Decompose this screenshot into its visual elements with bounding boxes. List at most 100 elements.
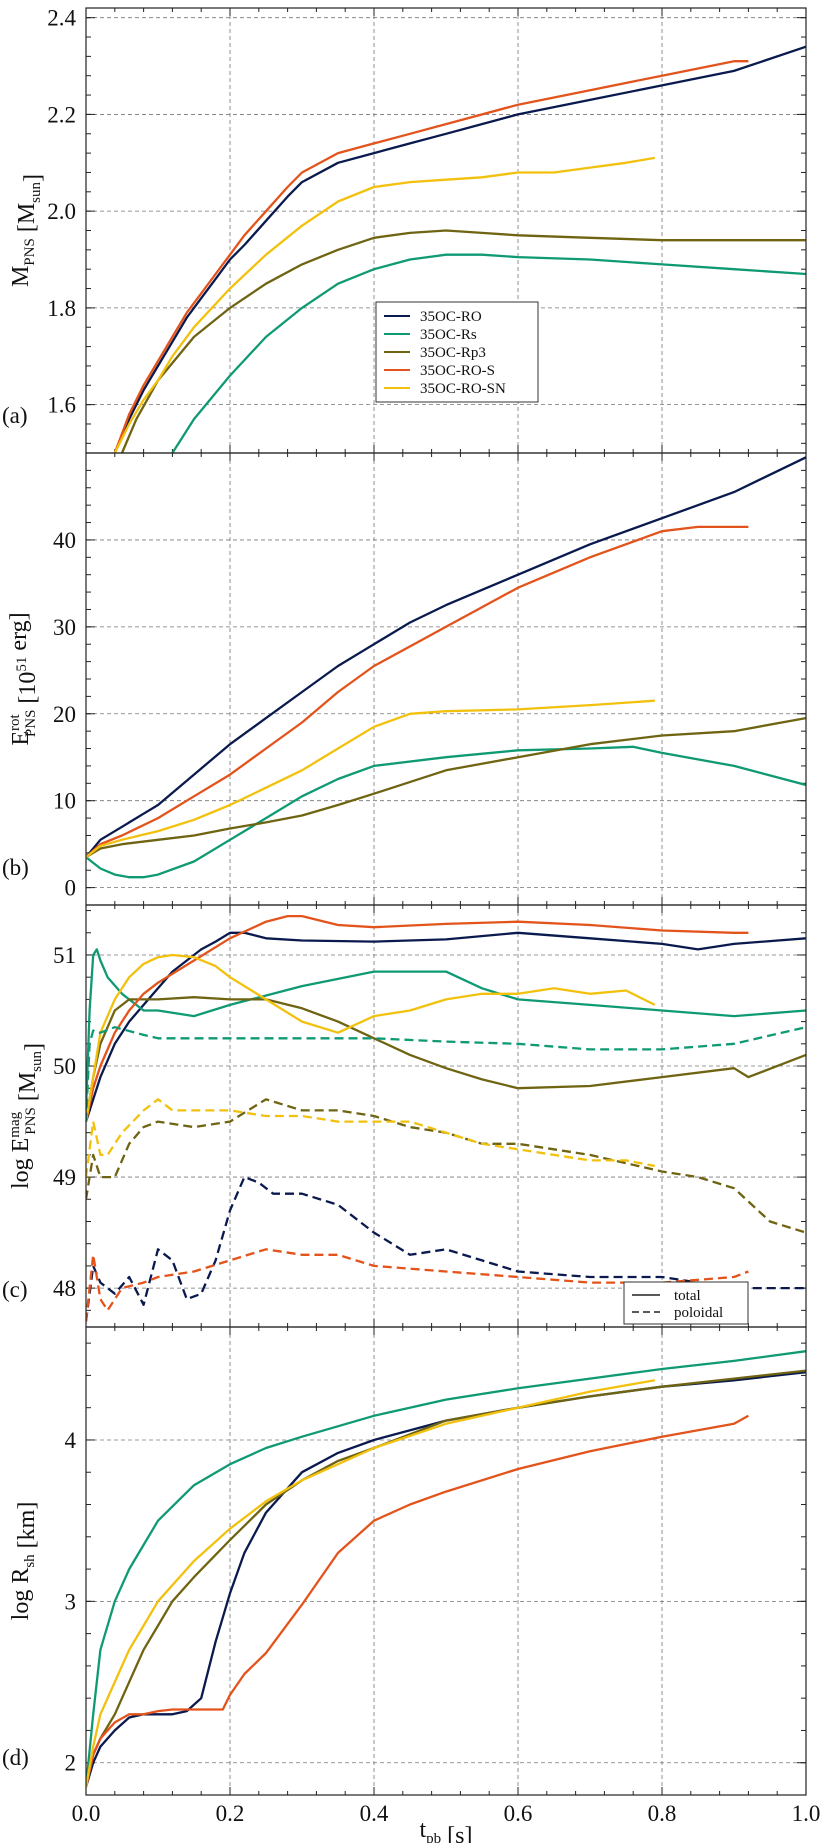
plot-frame bbox=[85, 904, 807, 1328]
series-line-35oc-ro-sn bbox=[113, 156, 655, 453]
series-line-35oc-rp3-poloidal bbox=[86, 1098, 806, 1234]
panel-label: (d) bbox=[2, 1745, 29, 1770]
y-axis-label-main: log R bbox=[8, 1568, 34, 1621]
y-axis-label-sub: PNS bbox=[23, 1107, 39, 1135]
panel-a: 1.61.82.02.22.4(a)MPNS [Msun]35OC-RO35OC… bbox=[2, 6, 807, 454]
legend-box bbox=[623, 1281, 749, 1325]
y-axis-label-sub: sh bbox=[22, 1554, 38, 1568]
x-tick-label: 1.0 bbox=[792, 1801, 821, 1826]
y-axis-label-unit-close: erg] bbox=[6, 612, 32, 656]
x-axis-label-sub: pb bbox=[426, 1831, 441, 1843]
panel-label: (a) bbox=[2, 403, 28, 428]
series-line-35oc-rs bbox=[86, 745, 806, 879]
legend-label: 35OC-Rs bbox=[420, 327, 477, 343]
legend-label: poloidal bbox=[674, 1305, 723, 1321]
legend: 35OC-RO 35OC-Rs 35OC-Rp3 35OC-RO-S 35OC-RO-S… bbox=[375, 301, 539, 403]
y-tick-label: 0 bbox=[65, 876, 77, 901]
y-axis-label-sup: mag bbox=[7, 1111, 23, 1137]
series-line-35oc-ro bbox=[86, 456, 806, 858]
plot-frame bbox=[85, 452, 807, 906]
series-line-35oc-ro-s bbox=[113, 60, 749, 453]
panel-b: 0 10 20 30 40 (b) ErotPNS [1051 erg] bbox=[2, 452, 807, 906]
y-tick-label: 4 bbox=[65, 1428, 77, 1453]
y-tick-label: 2.0 bbox=[47, 199, 76, 224]
y-axis-label: MPNS [Msun] bbox=[8, 174, 46, 287]
series-line-35oc-rs bbox=[86, 1350, 806, 1788]
series-line-35oc-rp3 bbox=[86, 716, 806, 859]
y-axis-label: log Rsh [km] bbox=[8, 1502, 40, 1621]
y-tick-label: 2 bbox=[65, 1751, 77, 1776]
y-axis-label: log EmagPNS [Msun] bbox=[7, 1043, 47, 1189]
legend-label: total bbox=[674, 1288, 701, 1304]
y-axis-label-unit-open: [M bbox=[14, 203, 40, 238]
series-group bbox=[86, 1350, 806, 1788]
plot-frame bbox=[85, 1326, 807, 1796]
x-axis-label: tpb [s] bbox=[420, 1817, 473, 1843]
y-tick-label: 30 bbox=[53, 615, 76, 640]
series-line-35oc-ro-sn bbox=[86, 1379, 655, 1788]
y-axis-label-unit-sup: 51 bbox=[14, 657, 30, 672]
panel-label: (c) bbox=[2, 1277, 28, 1302]
y-axis-label-unit-close: ] bbox=[20, 174, 46, 182]
series-line-35oc-ro-s bbox=[86, 914, 749, 1122]
series-line-35oc-ro-sn bbox=[86, 953, 656, 1122]
legend-label: 35OC-RO-SN bbox=[420, 381, 506, 397]
series-line-35oc-ro bbox=[86, 1371, 806, 1788]
series-group bbox=[86, 456, 806, 879]
legend-label: 35OC-RO-S bbox=[420, 363, 495, 379]
y-tick-label: 1.6 bbox=[47, 393, 76, 418]
x-tick-label: 0.8 bbox=[648, 1801, 677, 1826]
y-axis-label-main: M bbox=[8, 266, 34, 287]
panels-group: 1.61.82.02.22.4(a)MPNS [Msun]35OC-RO35OC… bbox=[2, 6, 820, 1843]
y-tick-label: 49 bbox=[53, 1165, 76, 1190]
panel-label: (b) bbox=[2, 855, 29, 880]
series-line-35oc-rs bbox=[171, 253, 806, 453]
series-line-35oc-ro-sn-poloidal bbox=[86, 1098, 656, 1178]
y-axis-label-unit-sub: sun bbox=[28, 181, 44, 202]
x-tick-label: 0.4 bbox=[360, 1801, 389, 1826]
series-line-35oc-ro-poloidal bbox=[86, 1175, 806, 1322]
y-axis-label-unit-close: ] bbox=[21, 1043, 47, 1051]
x-tick-label: 0.2 bbox=[216, 1801, 245, 1826]
series-group bbox=[86, 914, 806, 1322]
y-axis-label-unit-open: [10 bbox=[15, 672, 41, 710]
series-line-35oc-rs-poloidal bbox=[86, 1026, 806, 1122]
panel-d: 2 3 4 (d) log Rsh [km] 0.0 0.2 0.4 0.6 0.8 1.0 tpb … bbox=[2, 1326, 821, 1843]
series-line-35oc-rp3 bbox=[120, 229, 806, 453]
legend-label: 35OC-Rp3 bbox=[420, 345, 486, 361]
y-axis-label-main: log E bbox=[8, 1138, 34, 1189]
series-line-35oc-ro-s-poloidal bbox=[86, 1248, 749, 1322]
y-axis-label-sub: PNS bbox=[23, 710, 39, 738]
x-axis-label-unit-open: [s] bbox=[441, 1823, 472, 1843]
y-tick-label: 10 bbox=[53, 789, 76, 814]
y-tick-label: 48 bbox=[53, 1276, 76, 1301]
y-axis-label-unit-open: [km] bbox=[14, 1502, 40, 1555]
x-tick-label: 0.0 bbox=[72, 1801, 101, 1826]
y-tick-label: 2.2 bbox=[47, 102, 76, 127]
panel-c: 48 49 50 51 (c) log EmagPNS [Msun] totalpoloid… bbox=[2, 904, 807, 1328]
x-tick-label: 0.6 bbox=[504, 1801, 533, 1826]
series-line-35oc-ro-s bbox=[86, 525, 749, 859]
y-axis-label-unit-sub: sun bbox=[29, 1050, 45, 1071]
y-tick-label: 20 bbox=[53, 702, 76, 727]
legend-label: 35OC-RO bbox=[420, 309, 482, 325]
y-tick-label: 40 bbox=[53, 528, 76, 553]
y-axis-label-unit-open: [M bbox=[15, 1072, 41, 1107]
series-line-35oc-rs bbox=[86, 948, 806, 1111]
y-axis-label-sub: PNS bbox=[22, 238, 38, 266]
y-tick-label: 3 bbox=[65, 1589, 77, 1614]
y-axis-label: ErotPNS [1051 erg] bbox=[6, 612, 41, 745]
series-line-35oc-ro-sn bbox=[86, 699, 655, 859]
y-axis-label-sup: rot bbox=[7, 713, 23, 730]
y-axis-label-main: E bbox=[8, 731, 34, 746]
series-line-35oc-rp3 bbox=[86, 1369, 806, 1788]
series-line-35oc-ro bbox=[86, 931, 806, 1122]
series-group bbox=[113, 45, 806, 453]
series-line-35oc-rp3 bbox=[86, 996, 806, 1122]
x-axis-label-main: t bbox=[420, 1817, 427, 1843]
series-line-35oc-ro bbox=[113, 45, 806, 453]
series-line-35oc-ro-s bbox=[86, 1414, 749, 1788]
y-tick-label: 1.8 bbox=[47, 296, 76, 321]
